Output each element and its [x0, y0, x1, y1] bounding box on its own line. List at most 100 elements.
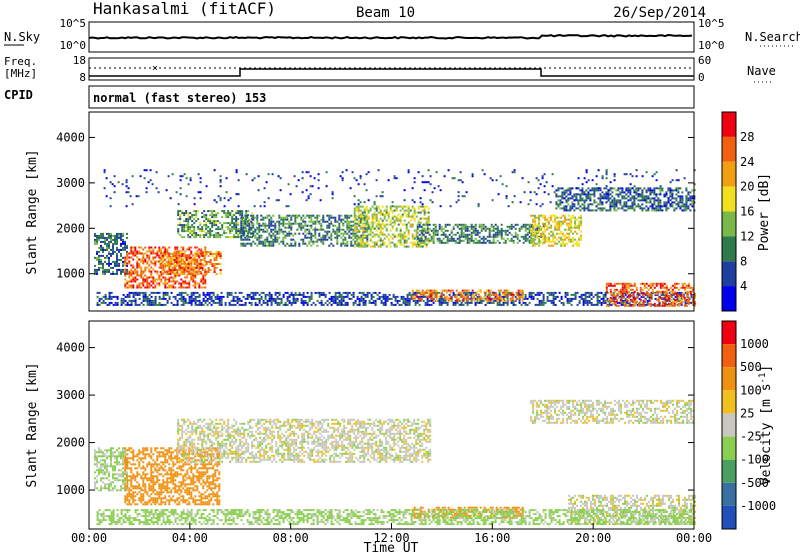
echo-cell	[358, 297, 361, 300]
echo-cell	[442, 301, 445, 304]
echo-cell	[536, 227, 539, 230]
echo-cell	[580, 236, 583, 239]
echo-cell	[385, 205, 388, 208]
echo-cell	[252, 232, 255, 235]
echo-cell	[426, 237, 429, 240]
echo-cell	[215, 259, 218, 261]
echo-cell	[330, 242, 333, 245]
echo-cell	[691, 294, 694, 297]
echo-cell	[580, 224, 583, 227]
echo-cell	[371, 245, 374, 248]
echo-cell	[188, 258, 191, 261]
echo-cell	[181, 253, 184, 255]
echo-cell	[272, 234, 275, 237]
echo-cell	[691, 298, 694, 301]
echo-cell	[621, 292, 624, 295]
echo-cell	[326, 230, 329, 233]
echo-cell	[302, 303, 305, 306]
echo-cell	[542, 297, 545, 300]
echo-cell	[536, 224, 539, 227]
echo-cell	[432, 223, 435, 226]
echo-cell	[633, 201, 636, 204]
echo-cell	[497, 289, 500, 292]
echo-cell	[660, 297, 663, 300]
echo-cell	[260, 224, 263, 227]
echo-cell	[256, 220, 259, 223]
echo-cell	[136, 278, 139, 281]
echo-cell	[691, 199, 694, 202]
echo-cell	[576, 218, 579, 221]
echo-cell	[244, 244, 247, 247]
echo-cell	[456, 301, 459, 304]
echo-cell	[471, 297, 474, 300]
echo-cell	[534, 218, 537, 221]
echo-cell	[116, 252, 118, 255]
echo-cell	[140, 252, 143, 255]
echo-cell	[156, 282, 159, 285]
echo-cell	[556, 224, 559, 227]
echo-cell	[292, 244, 295, 247]
echo-cell	[96, 252, 98, 255]
echo-cell	[286, 214, 289, 217]
echo-cell	[669, 298, 672, 301]
echo-cell	[209, 253, 212, 255]
echo-cell	[490, 235, 493, 238]
echo-cell	[685, 292, 688, 295]
echo-cell	[100, 260, 102, 263]
echo-cell	[118, 264, 120, 267]
echo-cell	[215, 251, 218, 253]
echo-cell	[665, 298, 668, 301]
echo-cell	[185, 230, 188, 233]
echo-cell	[402, 295, 405, 298]
echo-cell	[464, 301, 467, 304]
echo-cell	[685, 199, 688, 202]
echo-cell	[571, 201, 574, 204]
echo-cell	[146, 266, 149, 269]
echo-cell	[600, 291, 603, 294]
echo-cell	[673, 284, 676, 287]
echo-cell	[667, 288, 670, 291]
echo-cell	[98, 291, 101, 294]
echo-cell	[296, 299, 299, 302]
echo-cell	[534, 242, 537, 245]
echo-cell	[128, 270, 131, 273]
echo-cell	[496, 235, 499, 238]
echo-cell	[334, 295, 337, 298]
echo-cell	[157, 191, 160, 194]
echo-cell	[130, 272, 133, 275]
echo-cell	[406, 295, 409, 298]
echo-cell	[440, 239, 443, 242]
echo-cell	[359, 215, 362, 218]
echo-cell	[665, 207, 668, 210]
echo-cell	[455, 295, 458, 298]
echo-cell	[599, 201, 602, 204]
echo-cell	[402, 301, 405, 304]
echo-cell	[510, 301, 513, 304]
echo-cell	[237, 212, 240, 215]
echo-cell	[399, 233, 402, 236]
echo-cell	[256, 222, 259, 225]
echo-cell	[430, 299, 433, 302]
echo-cell	[138, 262, 141, 265]
echo-cell	[96, 291, 99, 294]
echo-cell	[328, 226, 331, 229]
echo-cell	[156, 272, 159, 275]
echo-cell	[240, 220, 243, 223]
echo-cell	[391, 227, 394, 230]
echo-cell	[504, 301, 507, 304]
echo-cell	[409, 215, 412, 218]
echo-cell	[601, 209, 604, 212]
echo-cell	[587, 191, 590, 194]
echo-cell	[470, 235, 473, 238]
echo-cell	[282, 216, 285, 219]
echo-cell	[146, 282, 149, 285]
echo-cell	[248, 222, 251, 225]
echo-cell	[344, 244, 347, 247]
echo-cell	[170, 286, 173, 289]
echo-cell	[262, 222, 265, 225]
echo-cell	[242, 220, 245, 223]
echo-cell	[204, 301, 207, 304]
echo-cell	[582, 293, 585, 296]
echo-cell	[194, 282, 197, 285]
echo-cell	[365, 241, 368, 244]
